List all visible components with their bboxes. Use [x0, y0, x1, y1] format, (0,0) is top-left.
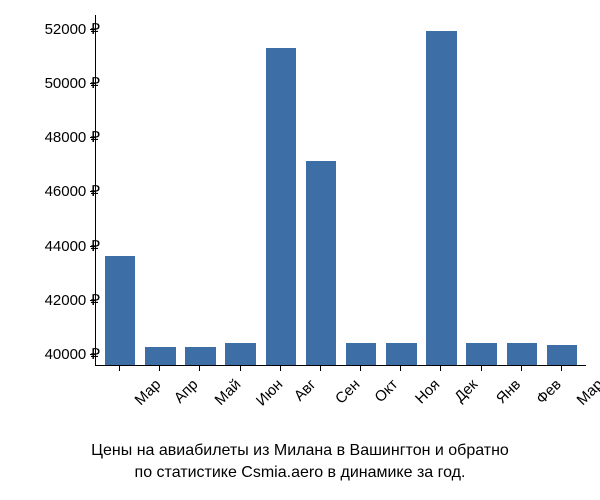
- x-tick-mark: [521, 365, 522, 371]
- x-tick-mark: [199, 365, 200, 371]
- plot-area: [95, 15, 586, 366]
- bar: [426, 31, 457, 365]
- x-label-slot: Мар: [541, 368, 581, 428]
- y-tick-label: 40000 ₽: [45, 345, 100, 363]
- bar-slot: [140, 15, 180, 365]
- x-label-slot: Дек: [420, 368, 460, 428]
- x-tick-mark: [561, 365, 562, 371]
- x-tick-label: Мар: [574, 376, 600, 409]
- bar-slot: [502, 15, 542, 365]
- caption-line-1: Цены на авиабилеты из Милана в Вашингтон…: [91, 442, 509, 459]
- x-label-slot: Окт: [340, 368, 380, 428]
- x-tick-mark: [280, 365, 281, 371]
- x-tick-mark: [360, 365, 361, 371]
- bar: [346, 343, 377, 365]
- y-tick-label: 48000 ₽: [45, 128, 100, 146]
- bar-slot: [341, 15, 381, 365]
- x-tick-mark: [440, 365, 441, 371]
- x-axis-labels: МарАпрМайИюнАвгСенОктНояДекЯнвФевМар: [95, 368, 585, 428]
- caption-line-2: по статистике Csmia.aero в динамике за г…: [135, 464, 466, 481]
- x-tick-mark: [119, 365, 120, 371]
- bar: [225, 343, 256, 365]
- bar: [466, 343, 497, 365]
- bar: [306, 161, 337, 365]
- x-label-slot: Май: [179, 368, 219, 428]
- bars-container: [96, 15, 586, 365]
- bar-slot: [221, 15, 261, 365]
- x-label-slot: Янв: [461, 368, 501, 428]
- bar: [105, 256, 136, 365]
- bar-slot: [301, 15, 341, 365]
- bar-slot: [381, 15, 421, 365]
- y-tick-label: 44000 ₽: [45, 237, 100, 255]
- y-tick-label: 42000 ₽: [45, 291, 100, 309]
- x-label-slot: Июн: [220, 368, 260, 428]
- bar: [507, 343, 538, 365]
- x-label-slot: Апр: [139, 368, 179, 428]
- bar-slot: [462, 15, 502, 365]
- x-tick-mark: [400, 365, 401, 371]
- bar-slot: [542, 15, 582, 365]
- x-tick-mark: [320, 365, 321, 371]
- x-label-slot: Авг: [260, 368, 300, 428]
- bar: [266, 48, 297, 365]
- bar-slot: [180, 15, 220, 365]
- y-tick-label: 50000 ₽: [45, 74, 100, 92]
- x-tick-mark: [159, 365, 160, 371]
- x-label-slot: Ноя: [380, 368, 420, 428]
- bar: [185, 347, 216, 365]
- x-label-slot: Фев: [501, 368, 541, 428]
- chart-caption: Цены на авиабилеты из Милана в Вашингтон…: [0, 440, 600, 483]
- bar-slot: [421, 15, 461, 365]
- bar-slot: [100, 15, 140, 365]
- x-label-slot: Сен: [300, 368, 340, 428]
- y-tick-label: 52000 ₽: [45, 20, 100, 38]
- bar: [386, 343, 417, 365]
- bar-slot: [261, 15, 301, 365]
- bar: [145, 347, 176, 365]
- x-tick-mark: [240, 365, 241, 371]
- price-chart: 40000 ₽ 42000 ₽ 44000 ₽ 46000 ₽ 48000 ₽ 50000…: [0, 0, 600, 500]
- x-label-slot: Мар: [99, 368, 139, 428]
- x-tick-mark: [481, 365, 482, 371]
- bar: [547, 345, 578, 365]
- y-tick-label: 46000 ₽: [45, 182, 100, 200]
